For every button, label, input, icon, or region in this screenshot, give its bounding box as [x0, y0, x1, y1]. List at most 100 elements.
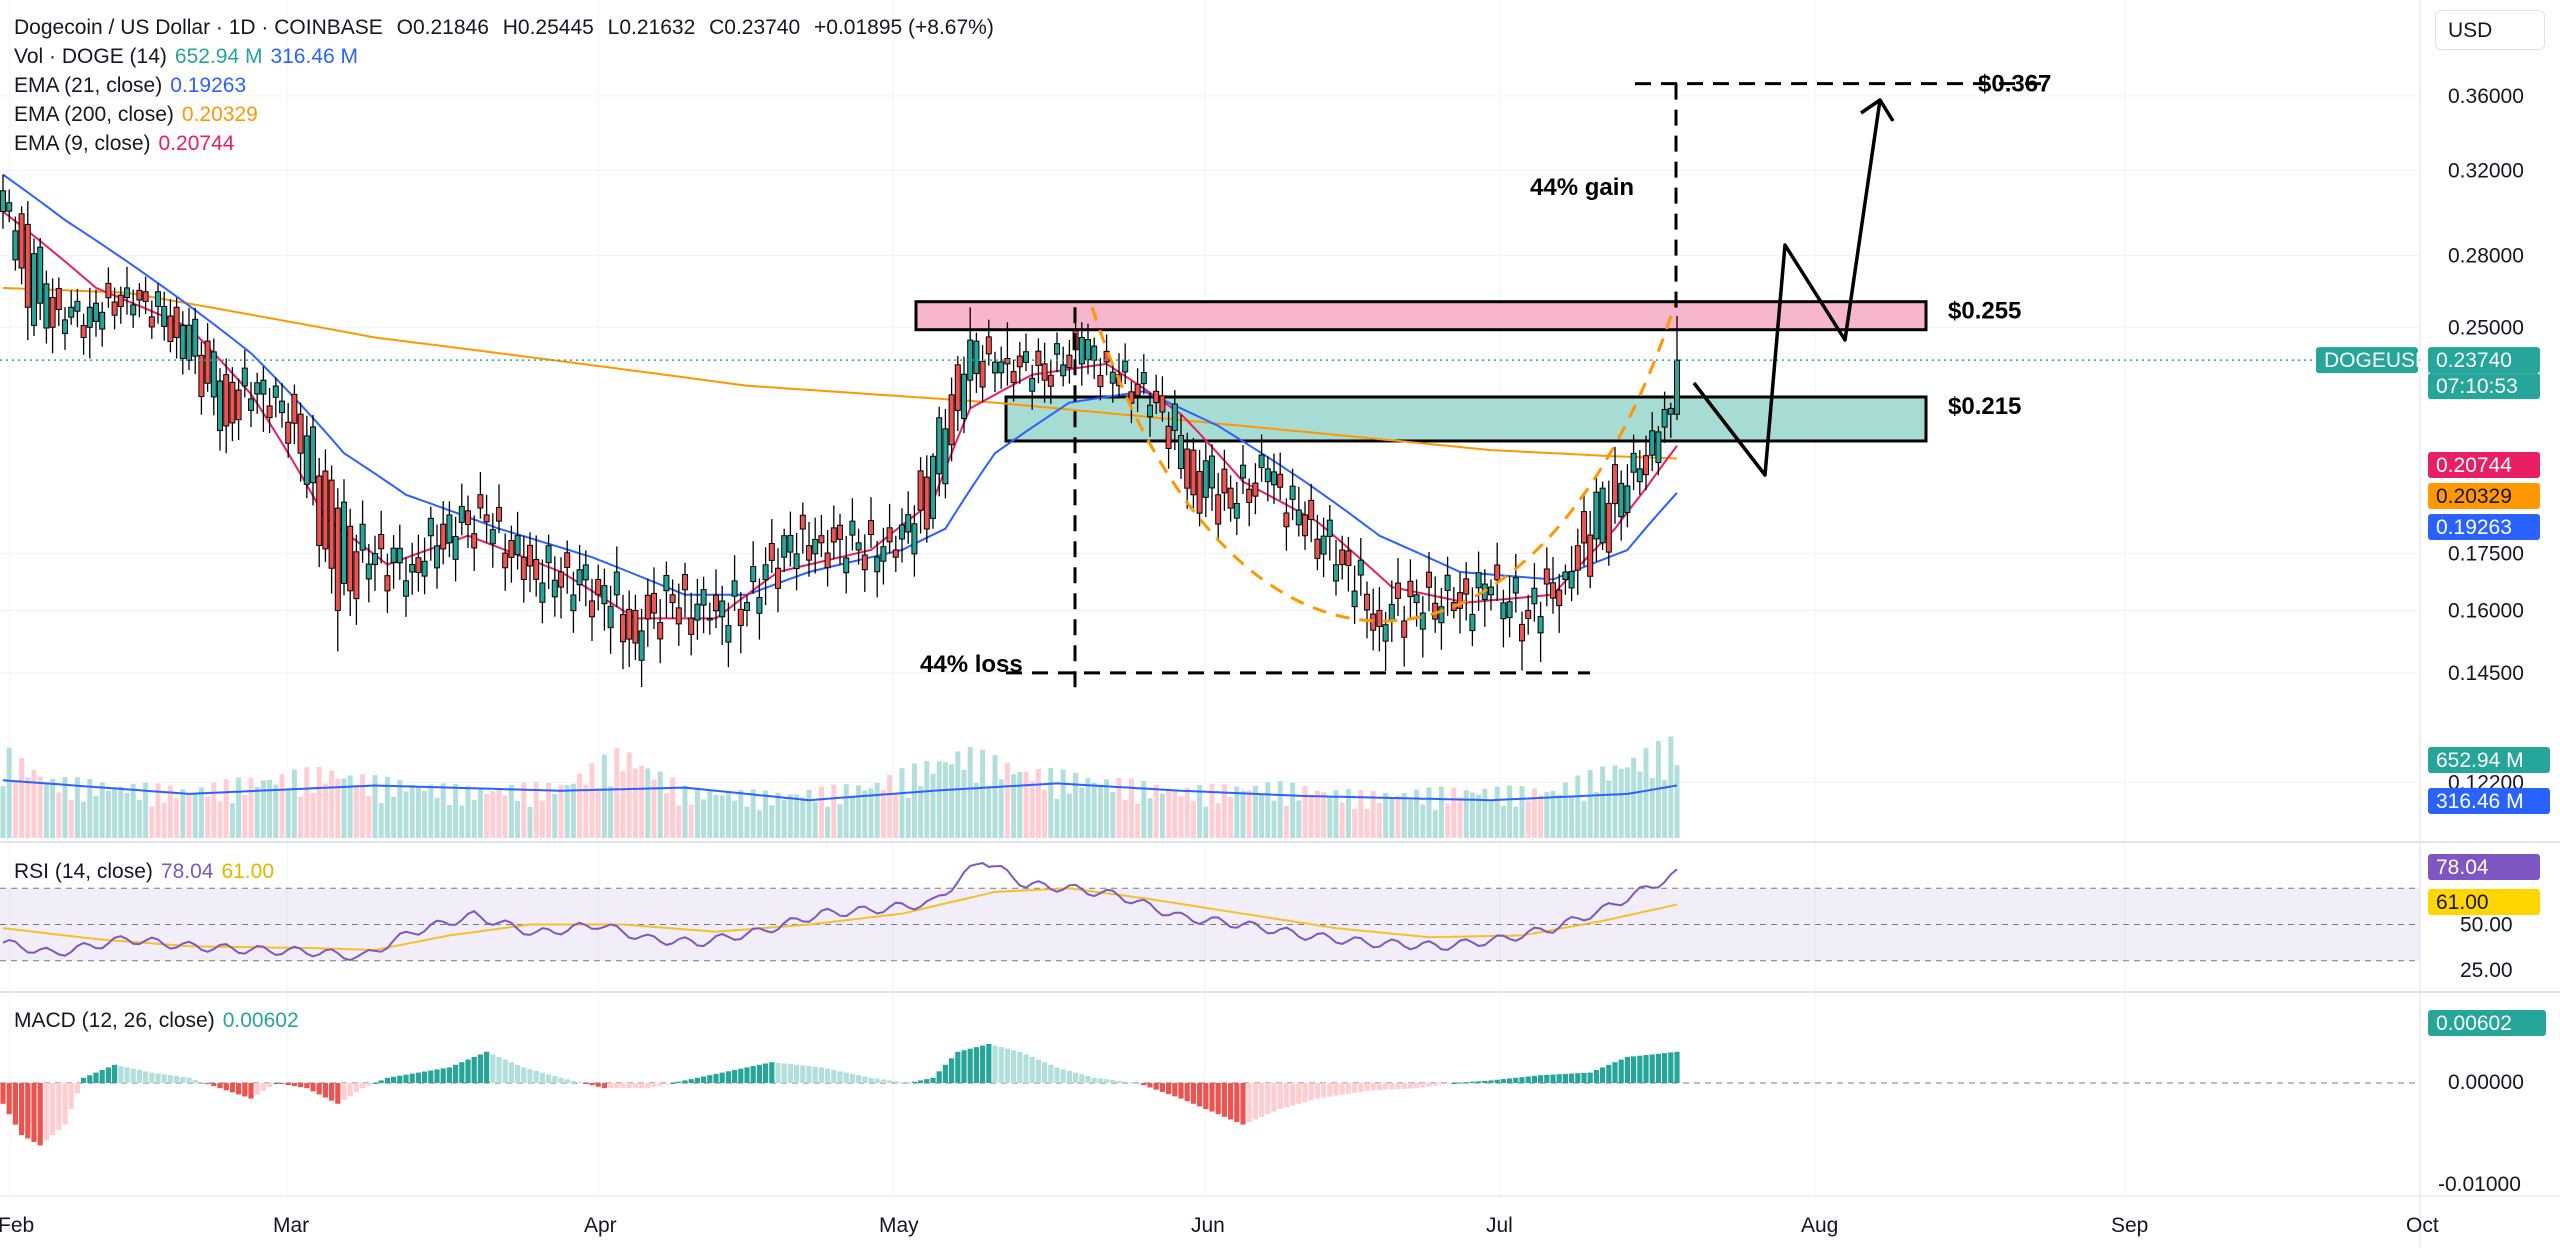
macd-bar: [186, 1077, 192, 1083]
volume-bar: [68, 800, 74, 838]
macd-bar: [1525, 1076, 1531, 1083]
volume-bar: [99, 782, 105, 838]
candle: [105, 267, 112, 308]
macd-bar: [1321, 1083, 1327, 1098]
volume-bar: [769, 805, 775, 838]
countdown-tag: 07:10:53: [2428, 373, 2540, 400]
candle: [235, 378, 242, 441]
macd-bar: [918, 1080, 924, 1083]
macd-bar: [583, 1083, 589, 1084]
ema200-legend[interactable]: EMA (200, close) 0.20329: [14, 100, 266, 129]
candle: [396, 524, 403, 580]
candle-body: [595, 578, 602, 596]
candle-body: [558, 571, 564, 588]
candle-body: [979, 361, 986, 388]
volume-bar: [372, 775, 378, 838]
ema21-legend[interactable]: EMA (21, close) 0.19263: [14, 71, 254, 100]
volume-bar: [1414, 789, 1420, 838]
volume-bar: [1538, 795, 1544, 838]
candle: [923, 455, 930, 543]
candle-body: [1302, 514, 1308, 537]
macd-bar: [1166, 1083, 1172, 1095]
macd-bar: [329, 1083, 335, 1101]
candle-body: [217, 380, 223, 432]
ema200-label: EMA (200, close): [14, 103, 174, 126]
volume-bar: [849, 797, 855, 838]
candle: [229, 367, 236, 442]
macd-bar: [1085, 1076, 1091, 1083]
candle-body: [775, 567, 781, 589]
macd-bar: [620, 1083, 626, 1089]
candle-body: [1085, 339, 1091, 361]
macd-bar: [1271, 1083, 1277, 1112]
macd-bar: [43, 1083, 49, 1141]
volume-bar: [37, 776, 43, 838]
volume-bar: [453, 784, 459, 838]
volume-bar: [558, 785, 564, 838]
volume-bar: [93, 795, 99, 838]
volume-bar: [316, 766, 322, 838]
macd-bar: [701, 1076, 707, 1083]
candle: [477, 471, 484, 519]
candle-body: [1469, 613, 1476, 632]
resistance-label: $0.255: [1948, 298, 2021, 325]
candle-body: [899, 524, 905, 540]
symbol-legend: Dogecoin / US Dollar · 1D · COINBASE O0.…: [14, 13, 1002, 42]
volume-bar: [918, 786, 924, 838]
volume-legend[interactable]: Vol · DOGE (14) 652.94 M 316.46 M: [14, 42, 366, 71]
ema9-legend[interactable]: EMA (9, close) 0.20744: [14, 129, 242, 158]
candle: [880, 527, 887, 585]
candle-body: [334, 507, 341, 611]
macd-bar: [874, 1078, 880, 1083]
candle-body: [688, 617, 695, 635]
volume-bar: [794, 794, 800, 838]
currency-button[interactable]: USD: [2435, 10, 2545, 50]
x-tick-label: Sep: [2111, 1214, 2148, 1237]
candle-body: [551, 579, 558, 598]
volume-bar: [1190, 801, 1196, 838]
ohlc-low: L0.21632: [607, 16, 696, 39]
candle-body: [861, 554, 868, 571]
volume-value: 652.94 M: [174, 45, 263, 68]
candle-body: [12, 230, 19, 261]
macd-bar: [539, 1072, 545, 1083]
macd-legend[interactable]: MACD (12, 26, close) 0.00602: [14, 1006, 307, 1035]
candle: [849, 498, 856, 551]
resistance-zone: [914, 300, 1928, 332]
candle: [1581, 494, 1587, 567]
volume-bar: [1296, 800, 1302, 838]
macd-bar: [1339, 1083, 1345, 1095]
macd-bar: [1420, 1083, 1426, 1088]
candle-body: [415, 557, 422, 573]
candle: [899, 508, 905, 563]
volume-bar: [924, 761, 930, 838]
candle-body: [1506, 601, 1513, 619]
macd-bar: [1228, 1083, 1234, 1120]
candle-body: [768, 543, 775, 561]
volume-bar: [384, 776, 390, 838]
candle: [799, 502, 806, 554]
candle-body: [799, 514, 806, 530]
candle: [979, 345, 986, 403]
ema200-tag-bg: [2428, 483, 2540, 509]
candle: [1153, 374, 1160, 415]
candle: [1041, 342, 1048, 403]
symbol-title[interactable]: Dogecoin / US Dollar · 1D · COINBASE: [14, 16, 383, 39]
macd-bar: [1674, 1051, 1680, 1083]
rsi-legend[interactable]: RSI (14, close) 78.04 61.00: [14, 857, 282, 886]
candle: [917, 457, 924, 534]
candle: [1320, 517, 1327, 578]
candle-body: [1097, 374, 1104, 388]
macd-bar: [74, 1083, 80, 1094]
volume-bar: [1432, 809, 1438, 838]
macd-bar: [1538, 1075, 1544, 1083]
candle: [1209, 444, 1215, 511]
candle-body: [18, 213, 25, 269]
candle-body: [390, 547, 397, 564]
macd-bar: [12, 1083, 18, 1125]
candle-body: [954, 364, 961, 411]
volume-bar: [484, 793, 490, 838]
macd-bar: [1277, 1083, 1283, 1109]
candle-body: [601, 585, 608, 605]
